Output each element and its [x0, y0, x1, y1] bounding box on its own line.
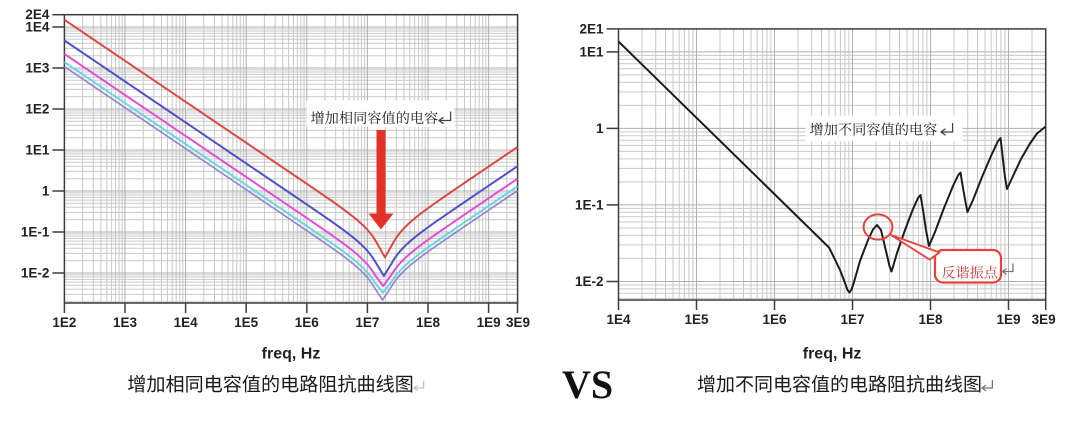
svg-text:1: 1 [42, 184, 50, 199]
svg-text:3E9: 3E9 [1032, 312, 1056, 327]
svg-text:1E3: 1E3 [25, 61, 50, 76]
svg-text:1E6: 1E6 [295, 315, 320, 330]
svg-text:1E4: 1E4 [25, 20, 50, 35]
svg-text:freq, Hz: freq, Hz [262, 346, 321, 363]
svg-text:1E7: 1E7 [355, 315, 379, 330]
svg-text:1E8: 1E8 [416, 315, 441, 330]
svg-text:1E-1: 1E-1 [575, 197, 604, 212]
svg-text:1E9: 1E9 [477, 315, 501, 330]
svg-text:1E-2: 1E-2 [575, 274, 604, 289]
svg-text:1E2: 1E2 [52, 315, 76, 330]
svg-text:2E1: 2E1 [579, 21, 604, 36]
svg-text:1E4: 1E4 [174, 315, 199, 330]
svg-text:1E7: 1E7 [840, 312, 864, 327]
svg-text:1E1: 1E1 [25, 143, 50, 158]
svg-text:1E6: 1E6 [762, 312, 787, 327]
svg-text:2E4: 2E4 [25, 7, 50, 22]
svg-text:1: 1 [596, 121, 604, 136]
svg-text:VS: VS [562, 362, 613, 407]
svg-text:3E9: 3E9 [506, 315, 530, 330]
svg-text:1E-1: 1E-1 [21, 225, 50, 240]
svg-text:1E1: 1E1 [579, 44, 604, 59]
svg-text:1E9: 1E9 [996, 312, 1020, 327]
svg-text:freq, Hz: freq, Hz [803, 346, 862, 363]
svg-text:1E5: 1E5 [684, 312, 709, 327]
svg-text:1E2: 1E2 [25, 102, 49, 117]
svg-text:1E4: 1E4 [606, 312, 631, 327]
svg-text:1E-2: 1E-2 [21, 266, 50, 281]
svg-text:1E3: 1E3 [113, 315, 138, 330]
svg-text:1E5: 1E5 [234, 315, 259, 330]
svg-text:1E8: 1E8 [918, 312, 943, 327]
